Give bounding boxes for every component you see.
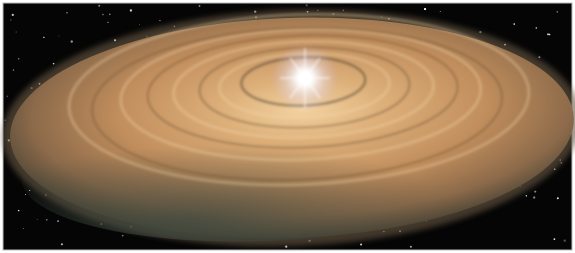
star	[564, 240, 566, 242]
star	[53, 63, 55, 65]
star	[199, 5, 201, 7]
star	[533, 196, 535, 198]
central-star	[271, 44, 339, 112]
star	[554, 238, 556, 240]
star	[535, 27, 537, 29]
star	[25, 194, 26, 195]
star	[18, 210, 19, 211]
star	[102, 14, 104, 16]
star	[538, 56, 540, 58]
star	[122, 235, 124, 237]
star	[18, 58, 20, 60]
star	[10, 20, 11, 21]
star	[37, 219, 38, 220]
star	[107, 22, 108, 23]
star	[534, 191, 536, 193]
star	[71, 40, 73, 42]
star	[13, 69, 14, 70]
page: {}	[0, 0, 575, 253]
star	[16, 31, 17, 32]
star	[98, 5, 100, 7]
star	[12, 14, 14, 16]
star	[7, 96, 8, 97]
star	[66, 12, 67, 13]
star	[139, 24, 140, 25]
star	[557, 197, 559, 199]
star	[61, 243, 63, 245]
star	[440, 11, 441, 12]
star	[46, 219, 47, 220]
star	[360, 243, 362, 245]
star	[43, 37, 44, 38]
star	[424, 8, 426, 10]
star	[526, 195, 527, 196]
star	[513, 23, 515, 25]
star	[58, 36, 59, 37]
star	[109, 14, 110, 15]
star	[410, 246, 412, 248]
star	[547, 33, 549, 35]
star	[130, 9, 132, 11]
star	[306, 4, 308, 6]
star	[159, 20, 160, 21]
star	[57, 220, 58, 221]
illustration	[0, 0, 575, 253]
star	[549, 34, 551, 36]
star	[23, 228, 24, 229]
star	[557, 11, 558, 12]
star-core	[298, 71, 312, 85]
